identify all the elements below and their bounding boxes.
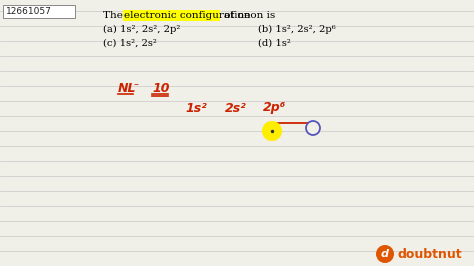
Circle shape bbox=[263, 122, 281, 140]
Text: –: – bbox=[134, 79, 139, 89]
Text: 2s²: 2s² bbox=[225, 102, 247, 114]
Text: 12661057: 12661057 bbox=[6, 7, 52, 16]
Text: (a) 1s², 2s², 2p²: (a) 1s², 2s², 2p² bbox=[103, 24, 181, 34]
Text: 1s²: 1s² bbox=[185, 102, 207, 114]
Text: (d) 1s²: (d) 1s² bbox=[258, 39, 291, 48]
Text: (b) 1s², 2s², 2p⁶: (b) 1s², 2s², 2p⁶ bbox=[258, 24, 336, 34]
Text: 2p⁶: 2p⁶ bbox=[263, 102, 286, 114]
Text: 10: 10 bbox=[152, 81, 170, 94]
FancyBboxPatch shape bbox=[123, 10, 220, 20]
Text: of neon is: of neon is bbox=[221, 10, 275, 19]
FancyBboxPatch shape bbox=[3, 5, 75, 18]
Text: doubtnut: doubtnut bbox=[398, 247, 463, 260]
Circle shape bbox=[306, 121, 320, 135]
Text: electronic configuration: electronic configuration bbox=[124, 10, 250, 19]
Text: (c) 1s², 2s²: (c) 1s², 2s² bbox=[103, 39, 157, 48]
Circle shape bbox=[376, 245, 394, 263]
Text: NL: NL bbox=[118, 81, 137, 94]
Text: The: The bbox=[103, 10, 126, 19]
Text: d: d bbox=[381, 249, 389, 259]
